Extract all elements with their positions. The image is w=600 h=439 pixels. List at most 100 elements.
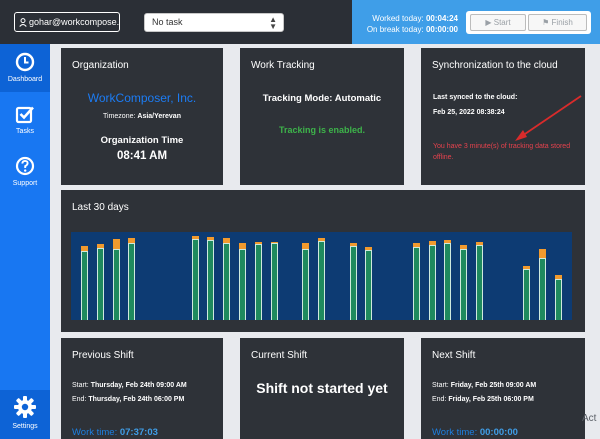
chart-bar-work bbox=[128, 242, 136, 320]
play-icon: ▶ bbox=[485, 18, 492, 27]
clock-icon bbox=[15, 52, 35, 72]
chart-bar-work bbox=[412, 246, 420, 320]
chart-bar-break bbox=[128, 238, 136, 243]
chart-bar-work bbox=[365, 250, 373, 320]
task-select-value: No task bbox=[152, 17, 183, 27]
sidebar: Dashboard Tasks Support Settings bbox=[0, 44, 50, 439]
tracking-controls: ▶ Start ⚑ Finish bbox=[466, 11, 591, 34]
card-title: Work Tracking bbox=[251, 60, 315, 71]
chart-bar bbox=[254, 241, 262, 320]
shift-start: Start: Friday, Feb 25th 09:00 AM bbox=[432, 382, 537, 389]
chart-bar-work bbox=[444, 242, 452, 320]
work-tracking-card: Work Tracking Tracking Mode: Automatic T… bbox=[240, 48, 404, 185]
timezone: Timezone: Asia/Yerevan bbox=[103, 113, 181, 120]
chart-bar-break bbox=[191, 236, 199, 240]
shift-status: Shift not started yet bbox=[256, 380, 388, 396]
select-caret-icon: ▲ ▼ bbox=[269, 15, 277, 31]
sidebar-item-label: Support bbox=[12, 180, 38, 187]
user-account-select[interactable]: gohar@workcompose... bbox=[14, 12, 120, 32]
chart-bar bbox=[476, 241, 483, 320]
chart-bar bbox=[412, 242, 420, 320]
chart-bar-break bbox=[428, 240, 436, 246]
task-select[interactable]: No task ▲ ▼ bbox=[144, 13, 284, 32]
sidebar-item-settings[interactable]: Settings bbox=[0, 390, 50, 439]
chart-bar bbox=[81, 246, 88, 320]
work-time: Work time: 07:37:03 bbox=[72, 427, 158, 438]
chart-bar-work bbox=[523, 268, 531, 320]
chart-bar-work bbox=[349, 246, 357, 320]
work-time: Work time: 00:00:00 bbox=[432, 427, 518, 438]
chart-bar-work bbox=[207, 239, 215, 320]
organization-name: WorkComposer, Inc. bbox=[87, 91, 197, 105]
card-title: Previous Shift bbox=[72, 350, 134, 361]
chart-bar-break bbox=[223, 238, 231, 243]
chart-bar bbox=[318, 238, 325, 320]
flag-icon: ⚑ bbox=[542, 18, 550, 27]
user-email: gohar@workcompose... bbox=[29, 17, 120, 27]
card-title: Synchronization to the cloud bbox=[432, 60, 558, 71]
chart-bar-work bbox=[428, 245, 436, 320]
chart-bar bbox=[112, 239, 120, 320]
chart-bar-break bbox=[365, 246, 373, 251]
activity-chart bbox=[71, 232, 572, 320]
last-30-days-card: Last 30 days bbox=[61, 190, 585, 332]
card-title: Organization bbox=[72, 60, 129, 71]
chart-bar bbox=[539, 248, 547, 320]
offline-data-warning: You have 3 minute(s) of tracking data st… bbox=[433, 143, 571, 161]
chart-bar-break bbox=[270, 241, 278, 244]
card-title: Last 30 days bbox=[72, 202, 129, 213]
chart-bar-break bbox=[349, 242, 357, 247]
time-summary: Worked today: 00:04:24 On break today: 0… bbox=[352, 13, 458, 35]
chart-bar bbox=[428, 240, 436, 320]
chart-bar bbox=[349, 242, 357, 320]
sidebar-item-dashboard[interactable]: Dashboard bbox=[0, 44, 50, 92]
last-synced-value: Feb 25, 2022 08:38:24 bbox=[433, 109, 505, 116]
finish-button[interactable]: ⚑ Finish bbox=[528, 14, 587, 31]
chart-bar-work bbox=[239, 248, 246, 320]
chart-bar bbox=[555, 275, 562, 320]
shift-end: End: Thursday, Feb 24th 06:00 PM bbox=[72, 396, 185, 403]
shift-end: End: Friday, Feb 25th 06:00 PM bbox=[432, 396, 534, 403]
chart-bar bbox=[365, 246, 373, 320]
chart-bar bbox=[239, 243, 246, 320]
user-icon bbox=[19, 17, 27, 27]
chart-bar-break bbox=[112, 239, 120, 249]
top-bar: gohar@workcompose... No task ▲ ▼ Worked t… bbox=[0, 0, 600, 44]
chart-bar bbox=[223, 238, 231, 320]
start-button[interactable]: ▶ Start bbox=[470, 14, 526, 31]
current-shift-card: Current Shift Shift not started yet bbox=[240, 338, 404, 439]
chart-bar-work bbox=[460, 248, 468, 320]
chart-bar-work bbox=[191, 239, 199, 320]
gear-icon bbox=[14, 396, 36, 418]
chart-bar-work bbox=[81, 251, 88, 320]
chart-bar bbox=[444, 239, 452, 320]
previous-shift-card: Previous Shift Start: Thursday, Feb 24th… bbox=[61, 338, 223, 439]
chart-bar-break bbox=[207, 237, 215, 240]
chart-bar bbox=[191, 236, 199, 320]
sidebar-item-label: Settings bbox=[12, 423, 38, 430]
sidebar-item-support[interactable]: Support bbox=[0, 156, 50, 187]
sync-card: Synchronization to the cloud Last synced… bbox=[421, 48, 585, 185]
chart-bar-work bbox=[270, 243, 278, 320]
annotation-arrow-icon bbox=[515, 95, 582, 141]
last-synced-label: Last synced to the cloud: bbox=[433, 94, 518, 101]
chart-bar-break bbox=[318, 238, 325, 241]
worked-today: Worked today: 00:04:24 bbox=[372, 14, 458, 23]
card-title: Next Shift bbox=[432, 350, 476, 361]
sidebar-item-tasks[interactable]: Tasks bbox=[0, 104, 50, 135]
question-icon bbox=[15, 156, 35, 176]
chart-bar-work bbox=[112, 248, 120, 320]
chart-bar bbox=[523, 266, 531, 320]
chart-bar-break bbox=[539, 248, 547, 258]
organization-time-label: Organization Time bbox=[100, 135, 184, 146]
chart-bar-break bbox=[460, 245, 468, 249]
tracking-status: Tracking is enabled. bbox=[278, 125, 366, 135]
chart-bar bbox=[460, 245, 468, 320]
chart-bar-break bbox=[412, 242, 420, 247]
chart-bar-work bbox=[318, 240, 325, 320]
chart-bar bbox=[96, 244, 104, 320]
chart-bar bbox=[128, 238, 136, 320]
next-shift-card: Next Shift Start: Friday, Feb 25th 09:00… bbox=[421, 338, 585, 439]
chart-bar-work bbox=[223, 242, 231, 320]
chart-bar-work bbox=[254, 244, 262, 320]
